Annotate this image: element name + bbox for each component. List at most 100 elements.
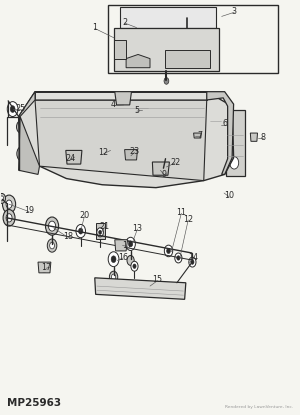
Circle shape [167,248,170,254]
Text: 22: 22 [170,158,181,166]
Circle shape [127,256,134,266]
Ellipse shape [85,124,96,134]
Ellipse shape [77,115,92,130]
Polygon shape [207,92,234,174]
Text: 1: 1 [92,23,97,32]
Ellipse shape [116,121,124,129]
Ellipse shape [167,122,175,130]
Polygon shape [152,162,170,175]
Circle shape [133,264,136,269]
Text: 6: 6 [223,120,228,129]
Circle shape [112,274,116,280]
Polygon shape [126,54,150,68]
Circle shape [0,196,4,201]
Text: Rendered by LawnVenture, Inc.: Rendered by LawnVenture, Inc. [225,405,293,409]
Circle shape [0,193,5,203]
Text: 3: 3 [232,7,237,16]
Text: 12: 12 [99,149,109,157]
Circle shape [99,230,102,234]
Circle shape [124,8,128,14]
Circle shape [111,256,116,263]
Bar [137,96,148,115]
Polygon shape [114,40,126,59]
Circle shape [6,200,12,208]
Circle shape [163,166,167,171]
Text: 17: 17 [122,241,133,250]
Text: 15: 15 [152,276,163,284]
Text: 13: 13 [133,224,142,233]
Circle shape [97,228,104,237]
Circle shape [20,150,25,157]
Bar [96,223,105,239]
Polygon shape [35,92,207,100]
Polygon shape [114,27,219,71]
Circle shape [116,44,124,56]
Circle shape [176,12,183,22]
Circle shape [16,121,26,133]
Circle shape [131,261,138,271]
Circle shape [117,241,124,251]
Ellipse shape [185,120,198,133]
Circle shape [110,271,118,283]
Ellipse shape [175,137,184,147]
Bar [226,110,245,176]
Circle shape [70,152,78,163]
Circle shape [79,228,83,234]
Circle shape [140,12,148,22]
Ellipse shape [52,115,69,134]
Circle shape [108,143,115,152]
Text: 20: 20 [79,211,89,220]
Circle shape [47,239,57,252]
Circle shape [43,265,46,270]
Bar [106,139,116,156]
Text: 5: 5 [134,106,140,115]
Ellipse shape [171,132,189,152]
Text: 11: 11 [176,208,186,217]
Circle shape [183,53,192,66]
Bar [210,108,221,131]
Circle shape [76,225,86,238]
Text: 17: 17 [41,263,51,272]
Circle shape [7,102,18,117]
Text: 10: 10 [224,191,234,200]
Circle shape [126,237,135,251]
Circle shape [186,15,189,20]
Ellipse shape [164,118,178,133]
Polygon shape [38,262,51,273]
Polygon shape [124,149,137,160]
Ellipse shape [140,118,154,133]
Text: 18: 18 [63,232,73,241]
Text: 8: 8 [260,133,266,142]
Circle shape [128,241,133,247]
Ellipse shape [65,131,83,151]
Polygon shape [115,92,131,105]
Polygon shape [19,92,234,188]
Ellipse shape [113,117,128,132]
Circle shape [156,163,165,175]
Circle shape [191,260,194,264]
Polygon shape [194,133,201,138]
Circle shape [189,257,196,267]
Circle shape [161,163,169,173]
Polygon shape [95,278,186,299]
Circle shape [108,252,119,267]
Ellipse shape [143,122,151,130]
Circle shape [119,243,122,248]
Text: 14: 14 [188,253,198,261]
Polygon shape [66,150,82,164]
Text: 2: 2 [122,18,127,27]
Text: 19: 19 [24,206,34,215]
Circle shape [10,106,15,112]
Circle shape [175,253,182,263]
Circle shape [3,210,15,226]
Text: MP25963: MP25963 [7,398,62,408]
Circle shape [201,13,207,22]
Circle shape [230,156,239,169]
Text: 21: 21 [100,222,110,231]
Polygon shape [250,133,257,142]
Circle shape [72,156,76,160]
Circle shape [17,146,28,161]
Ellipse shape [120,132,138,152]
Circle shape [110,145,113,150]
Ellipse shape [124,137,134,147]
